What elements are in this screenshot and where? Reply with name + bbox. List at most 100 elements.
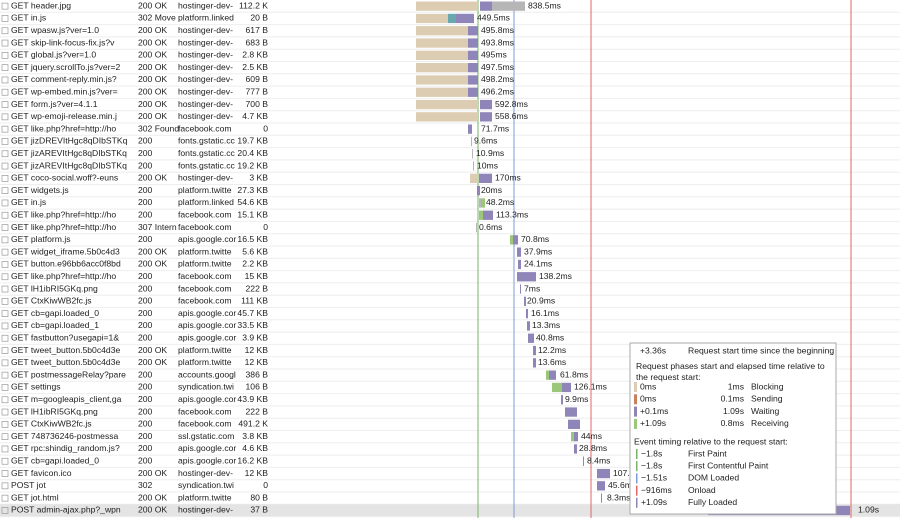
request: GET favicon.ico — [11, 468, 72, 478]
domain: hostinger-dev- — [178, 62, 233, 72]
timing-bar — [416, 112, 478, 122]
request: GET comment-reply.min.js? — [11, 74, 117, 84]
size: 12 KB — [245, 468, 269, 478]
timing-bar — [574, 432, 578, 442]
domain: fonts.gstatic.cc — [178, 160, 236, 170]
row-icon — [1, 199, 9, 207]
phase-swatch — [634, 418, 637, 429]
domain: facebook.com — [178, 283, 232, 293]
status: 200 OK — [138, 62, 167, 72]
timing-bar — [416, 1, 478, 11]
row-icon — [1, 371, 9, 379]
request: GET wpasw.js?ver=1.0 — [11, 25, 99, 35]
size: 3 KB — [249, 173, 268, 183]
timing-bar — [476, 222, 477, 233]
size: 700 B — [246, 99, 269, 109]
request: GET 748736246-postmessa — [11, 431, 119, 441]
size: 386 B — [246, 369, 269, 379]
status: 200 OK — [138, 246, 167, 256]
request: GET in.js — [11, 13, 46, 23]
request: GET widget_iframe.5b0c4d3 — [11, 246, 120, 256]
timing-bar — [468, 50, 478, 60]
waterfall: 838.5ms 449.5ms 495.8ms 493.8ms 495ms 497.5ms… — [416, 0, 879, 516]
phase-name: Waiting — [751, 406, 780, 416]
domain: platform.twitte — [178, 246, 232, 256]
duration: 10.9ms — [476, 148, 504, 158]
timing-bar — [473, 161, 474, 171]
size: 5.6 KB — [242, 246, 268, 256]
domain: syndication.twi — [178, 382, 234, 392]
phase-swatch — [634, 382, 637, 392]
phases-heading: Request phases start and elapsed time re… — [636, 361, 825, 382]
duration: 126.1ms — [574, 382, 607, 392]
row-icon — [1, 445, 9, 453]
timing-bar — [527, 321, 530, 331]
row-icon — [1, 125, 9, 133]
request: GET jquery.scrollTo.js?ver=2 — [11, 62, 121, 72]
size: 0 — [263, 480, 268, 490]
domain: facebook.com — [178, 406, 232, 416]
size: 0 — [263, 123, 268, 133]
domain: hostinger-dev- — [178, 74, 233, 84]
size: 112.2 K — [239, 0, 268, 10]
timing-bar — [565, 407, 577, 417]
duration: 498.2ms — [481, 74, 514, 84]
timing-bar — [549, 370, 556, 380]
timing-bar — [574, 444, 577, 454]
duration: 1.09s — [858, 505, 879, 515]
timing-bar — [416, 26, 468, 36]
domain: apis.google.cor — [178, 333, 236, 343]
duration: 61.8ms — [560, 369, 588, 379]
request: GET cb=gapi.loaded_0 — [11, 456, 99, 466]
status: 200 — [138, 419, 153, 429]
row-icon — [1, 2, 9, 10]
status: 200 OK — [138, 99, 167, 109]
row-icon — [1, 408, 9, 416]
status: 200 OK — [138, 173, 167, 183]
status: 200 — [138, 382, 153, 392]
domain: hostinger-dev- — [178, 173, 233, 183]
timing-bar — [416, 99, 478, 110]
request: GET global.js?ver=1.0 — [11, 50, 96, 60]
row-icon — [1, 322, 9, 330]
request: GET lH1ibRI5GKq.png — [11, 283, 98, 293]
domain: hostinger-dev- — [178, 111, 233, 121]
event-name: First Paint — [688, 448, 727, 458]
event-swatch — [636, 497, 638, 508]
timing-bar — [524, 296, 526, 306]
request: GET like.php?href=http://ho — [11, 210, 116, 220]
duration: 9.9ms — [565, 394, 588, 404]
size: 20 B — [250, 13, 268, 23]
status: 200 — [138, 333, 153, 343]
size: 54.6 KB — [237, 197, 268, 207]
status: 200 — [138, 320, 153, 330]
status: 200 OK — [138, 492, 167, 502]
request: GET jizAREVItHgc8qDIbSTKq — [11, 160, 127, 170]
event-name: DOM Loaded — [688, 473, 739, 483]
phases-heading-box: Request phases start and elapsed time re… — [636, 361, 825, 382]
request: GET like.php?href=http://ho — [11, 222, 116, 232]
duration: 497.5ms — [481, 62, 514, 72]
size: 37 B — [250, 505, 268, 515]
row-icon — [1, 15, 9, 22]
duration: 107. — [613, 468, 630, 478]
request: GET header.jpg — [11, 0, 71, 10]
row-icon — [1, 470, 9, 477]
domain: platform.linked — [178, 197, 234, 207]
request: GET button.e96bb6acc0f8bd — [11, 259, 121, 269]
timing-bar — [513, 235, 518, 245]
size: 0 — [263, 222, 268, 232]
phase-start: +1.09s — [640, 418, 666, 428]
request: GET CtxKiwWB2fc.js — [11, 419, 92, 429]
status: 200 — [138, 234, 153, 244]
status: 200 OK — [138, 74, 167, 84]
domain: hostinger-dev- — [178, 0, 233, 10]
timing-bar — [416, 87, 468, 97]
duration: 493.8ms — [481, 37, 514, 47]
domain: apis.google.cor — [178, 308, 236, 318]
phase-swatch — [634, 406, 637, 417]
domain: fonts.gstatic.cc — [178, 148, 236, 158]
timing-tooltip: +3.36s Request start time since the begin… — [629, 342, 837, 515]
